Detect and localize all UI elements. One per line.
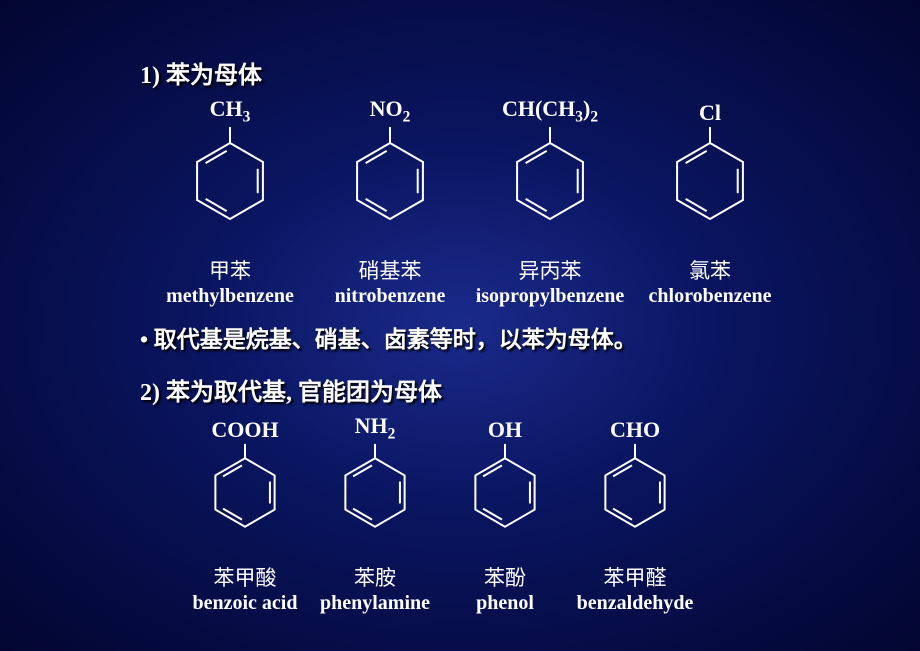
name-en: benzoic acid xyxy=(193,592,298,615)
row2: COOH 苯甲酸 benzoic acid NH2 苯胺 phenylamine… xyxy=(180,415,850,615)
molecule: OH 苯酚 phenol xyxy=(440,415,570,615)
name-en: chlorobenzene xyxy=(649,285,772,308)
h2-prefix: 2) xyxy=(140,380,166,406)
name-cn: 异丙苯 xyxy=(519,255,582,285)
molecule: NH2 苯胺 phenylamine xyxy=(310,415,440,615)
name-en: phenylamine xyxy=(320,592,430,615)
substituent-label: COOH xyxy=(211,415,278,443)
substituent-label: Cl xyxy=(699,98,721,126)
benzene-ring-icon xyxy=(200,443,290,558)
bullet-line: • 取代基是烷基、硝基、卤素等时，以苯为母体。 xyxy=(140,320,850,354)
molecule: CH3 甲苯 methylbenzene xyxy=(150,98,310,308)
name-cn: 氯苯 xyxy=(689,255,731,285)
name-cn: 甲苯 xyxy=(209,255,251,285)
substituent-label: CH(CH3)2 xyxy=(502,98,598,126)
substituent-label: OH xyxy=(488,415,522,443)
row1: CH3 甲苯 methylbenzene NO2 硝基苯 nitrobenzen… xyxy=(150,98,850,308)
benzene-ring-icon xyxy=(340,126,440,251)
molecule: COOH 苯甲酸 benzoic acid xyxy=(180,415,310,615)
benzene-ring-icon xyxy=(460,443,550,558)
slide-content: 1) 苯为母体 CH3 甲苯 methylbenzene NO2 硝基苯 nit… xyxy=(0,0,920,615)
molecule: Cl 氯苯 chlorobenzene xyxy=(630,98,790,308)
benzene-ring-icon xyxy=(660,126,760,251)
h2-text: 苯为取代基, 官能团为母体 xyxy=(166,380,442,406)
h1-text: 苯为母体 xyxy=(166,63,262,89)
name-en: benzaldehyde xyxy=(577,592,694,615)
section1-heading: 1) 苯为母体 xyxy=(140,55,850,90)
name-en: nitrobenzene xyxy=(335,285,446,308)
molecule: NO2 硝基苯 nitrobenzene xyxy=(310,98,470,308)
section2-heading: 2) 苯为取代基, 官能团为母体 xyxy=(140,372,850,407)
name-cn: 苯甲醛 xyxy=(604,562,667,592)
benzene-ring-icon xyxy=(330,443,420,558)
benzene-ring-icon xyxy=(590,443,680,558)
name-en: methylbenzene xyxy=(166,285,294,308)
molecule: CH(CH3)2 异丙苯 isopropylbenzene xyxy=(470,98,630,308)
molecule: CHO 苯甲醛 benzaldehyde xyxy=(570,415,700,615)
benzene-ring-icon xyxy=(500,126,600,251)
substituent-label: NO2 xyxy=(370,98,411,126)
name-cn: 苯酚 xyxy=(484,562,526,592)
substituent-label: CH3 xyxy=(210,98,251,126)
benzene-ring-icon xyxy=(180,126,280,251)
name-cn: 苯胺 xyxy=(354,562,396,592)
name-en: phenol xyxy=(476,592,534,615)
h1-prefix: 1) xyxy=(140,63,166,89)
name-en: isopropylbenzene xyxy=(476,285,625,308)
name-cn: 硝基苯 xyxy=(359,255,422,285)
name-cn: 苯甲酸 xyxy=(214,562,277,592)
substituent-label: CHO xyxy=(610,415,660,443)
substituent-label: NH2 xyxy=(355,415,396,443)
